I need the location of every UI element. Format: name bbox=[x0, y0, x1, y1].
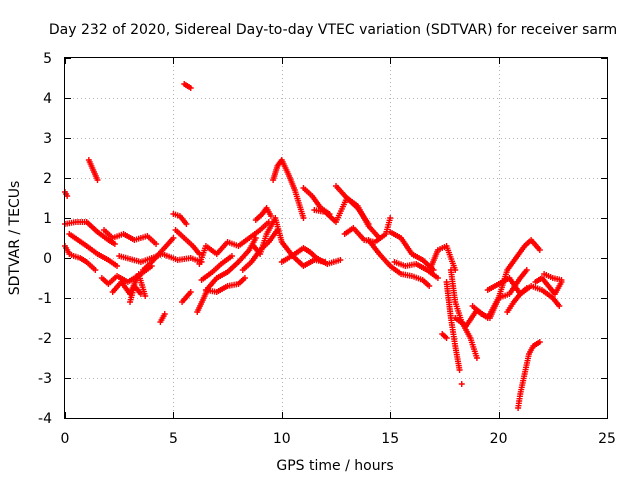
data-point bbox=[434, 275, 441, 281]
series-af bbox=[391, 259, 441, 281]
data-point bbox=[365, 221, 372, 227]
series-o bbox=[181, 81, 194, 91]
x-tick-label: 20 bbox=[490, 431, 508, 447]
data-point bbox=[187, 85, 194, 91]
data-point bbox=[556, 303, 563, 309]
chart-title: Day 232 of 2020, Sidereal Day-to-day VTE… bbox=[49, 22, 617, 38]
series-d bbox=[62, 189, 71, 199]
series-r bbox=[202, 275, 248, 295]
series-ab bbox=[333, 183, 372, 227]
data-point bbox=[558, 277, 565, 283]
y-tick-label: -1 bbox=[38, 291, 52, 307]
data-point bbox=[161, 311, 168, 317]
series-k bbox=[140, 235, 177, 273]
series-m bbox=[170, 211, 190, 227]
x-tick-label: 0 bbox=[61, 431, 70, 447]
data-point bbox=[137, 291, 144, 297]
data-point bbox=[458, 381, 465, 387]
y-tick-label: -4 bbox=[38, 411, 52, 427]
data-point bbox=[536, 247, 543, 253]
data-point bbox=[196, 251, 203, 257]
series-an bbox=[484, 275, 563, 309]
series-ac bbox=[341, 215, 394, 245]
data-point bbox=[456, 367, 463, 373]
data-point bbox=[426, 283, 433, 289]
series-v bbox=[250, 215, 329, 269]
series-e bbox=[85, 157, 101, 183]
data-point bbox=[523, 285, 530, 291]
series-q bbox=[194, 235, 259, 315]
data-point bbox=[241, 275, 248, 281]
series-ai bbox=[443, 279, 463, 373]
y-tick-label: 5 bbox=[43, 51, 52, 67]
x-axis-label: GPS time / hours bbox=[276, 458, 393, 474]
data-point bbox=[153, 241, 160, 247]
data-point bbox=[142, 293, 149, 299]
x-tick-labels: 0 5 10 15 20 25 bbox=[61, 431, 616, 447]
y-tick-label: -3 bbox=[38, 371, 52, 387]
series-i bbox=[127, 283, 144, 305]
x-tick-label: 5 bbox=[169, 431, 178, 447]
data-point bbox=[473, 355, 480, 361]
series-ah bbox=[439, 331, 450, 341]
x-tick-label: 15 bbox=[381, 431, 399, 447]
y-tick-label: 4 bbox=[43, 91, 52, 107]
series-w bbox=[252, 205, 274, 223]
data-point bbox=[300, 215, 307, 221]
data-point bbox=[536, 339, 543, 345]
series-s bbox=[196, 219, 272, 267]
series-f bbox=[101, 227, 160, 247]
series-c bbox=[66, 231, 121, 269]
y-tick-labels: -4 -3 -2 -1 0 1 2 3 4 5 bbox=[38, 51, 52, 427]
series-ae bbox=[387, 229, 437, 273]
series-b bbox=[62, 243, 99, 273]
y-tick-label: 0 bbox=[43, 251, 52, 267]
data-point bbox=[387, 215, 394, 221]
y-axis-label: SDTVAR / TECUs bbox=[7, 181, 23, 296]
data-point bbox=[64, 193, 71, 199]
series-y bbox=[278, 245, 344, 267]
data-points bbox=[62, 81, 565, 411]
series-p bbox=[179, 289, 194, 305]
series-ao bbox=[504, 285, 530, 315]
data-point bbox=[92, 267, 99, 273]
series-n bbox=[172, 227, 203, 257]
series-am bbox=[469, 237, 543, 321]
y-tick-label: 2 bbox=[43, 171, 52, 187]
y-tick-label: 1 bbox=[43, 211, 52, 227]
data-point bbox=[523, 267, 530, 273]
x-tick-label: 25 bbox=[598, 431, 616, 447]
series-ar bbox=[541, 271, 565, 283]
data-point bbox=[187, 289, 194, 295]
series-x bbox=[270, 157, 307, 221]
plot-frame bbox=[64, 57, 608, 419]
data-point bbox=[267, 213, 274, 219]
series-ad bbox=[365, 237, 433, 289]
data-point bbox=[94, 177, 101, 183]
data-point bbox=[111, 241, 118, 247]
series-ap bbox=[515, 339, 543, 411]
y-tick-label: 3 bbox=[43, 131, 52, 147]
x-tick-label: 10 bbox=[273, 431, 291, 447]
data-point bbox=[337, 257, 344, 263]
series-aq bbox=[532, 275, 565, 297]
data-point bbox=[443, 335, 450, 341]
data-point bbox=[170, 235, 177, 241]
series-ak bbox=[458, 381, 465, 387]
series-t bbox=[198, 253, 235, 283]
data-point bbox=[228, 253, 235, 259]
series-l bbox=[157, 311, 168, 325]
data-point bbox=[183, 221, 190, 227]
y-tick-label: -2 bbox=[38, 331, 52, 347]
data-point bbox=[114, 263, 121, 269]
series-ag bbox=[428, 243, 459, 273]
